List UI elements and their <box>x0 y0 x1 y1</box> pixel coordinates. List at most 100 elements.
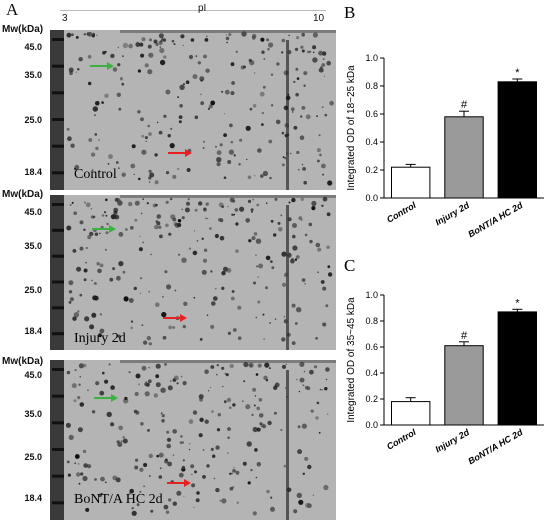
protein-spot <box>104 248 107 251</box>
protein-spot <box>265 255 271 261</box>
protein-spot <box>131 144 136 149</box>
marker-band <box>52 368 64 371</box>
protein-spot <box>204 38 209 42</box>
protein-spot <box>257 363 262 368</box>
protein-spot <box>98 493 102 498</box>
protein-spot <box>193 506 195 508</box>
gel-injury-spots <box>50 195 336 350</box>
y-tick-label: 1.0 <box>365 290 378 300</box>
protein-spot <box>274 197 278 201</box>
protein-spot <box>252 511 257 516</box>
category-label: Injury 2d <box>434 427 472 455</box>
y-axis-label: Integrated OD of 18~25 kDa <box>346 65 357 191</box>
protein-spot <box>178 472 184 478</box>
protein-spot <box>312 51 315 54</box>
protein-spot <box>206 464 210 468</box>
protein-spot <box>107 163 110 165</box>
protein-spot <box>178 120 182 124</box>
protein-spot <box>262 85 266 89</box>
protein-spot <box>168 498 172 502</box>
gel-streak <box>286 40 289 190</box>
protein-spot <box>142 198 145 200</box>
gel-injury-image <box>50 195 336 350</box>
protein-spot <box>192 410 198 415</box>
protein-spot <box>300 197 304 201</box>
protein-spot <box>183 301 188 306</box>
protein-spot <box>301 32 305 37</box>
protein-spot <box>221 271 226 276</box>
protein-spot <box>203 248 208 252</box>
protein-spot <box>204 419 209 424</box>
protein-spot <box>247 175 252 180</box>
protein-spot <box>128 298 134 303</box>
protein-spot <box>254 395 257 397</box>
protein-spot <box>159 234 163 239</box>
protein-spot <box>242 461 247 466</box>
protein-spot <box>298 216 303 220</box>
protein-spot <box>186 168 191 172</box>
protein-spot <box>197 61 201 65</box>
gel-top-streak <box>120 30 336 33</box>
protein-spot <box>122 42 129 49</box>
protein-spot <box>165 171 170 175</box>
protein-spot <box>90 208 93 210</box>
protein-spot <box>83 278 87 282</box>
protein-spot <box>257 148 262 153</box>
protein-spot <box>73 312 80 318</box>
protein-spot <box>226 268 232 273</box>
protein-spot <box>238 163 241 166</box>
protein-spot <box>282 364 286 369</box>
protein-spot <box>247 481 251 485</box>
protein-spot <box>304 233 308 237</box>
protein-spot <box>94 232 99 236</box>
protein-spot <box>274 384 277 386</box>
category-label: Control <box>385 200 418 225</box>
protein-spot <box>163 504 169 510</box>
protein-spot <box>108 363 111 366</box>
protein-spot <box>177 96 179 98</box>
protein-spot <box>316 401 320 405</box>
protein-spot <box>259 91 265 97</box>
protein-spot <box>193 230 196 232</box>
protein-spot <box>174 289 177 292</box>
protein-spot <box>313 365 318 369</box>
protein-spot <box>145 140 147 142</box>
protein-spot <box>125 228 128 231</box>
protein-spot <box>83 33 86 36</box>
protein-spot <box>190 464 195 469</box>
protein-spot <box>130 320 134 323</box>
protein-spot <box>223 400 227 404</box>
protein-spot <box>235 50 238 53</box>
marker-lane <box>50 360 64 520</box>
protein-spot <box>176 490 182 496</box>
marker-band <box>52 91 64 95</box>
protein-spot <box>253 232 258 236</box>
protein-spot <box>270 506 275 512</box>
protein-spot <box>270 219 274 223</box>
protein-spot <box>241 31 247 37</box>
protein-spot <box>236 501 239 504</box>
protein-spot <box>165 510 170 514</box>
protein-spot <box>116 92 122 97</box>
protein-spot <box>283 275 286 277</box>
y-tick-label: 0.2 <box>365 165 378 175</box>
significance-marker: * <box>515 67 520 79</box>
gel2-tick-184: 18.4 <box>24 326 42 336</box>
protein-spot <box>253 72 256 74</box>
protein-spot <box>96 262 100 266</box>
protein-spot <box>188 247 191 250</box>
protein-spot <box>69 297 74 302</box>
protein-spot <box>227 206 229 208</box>
bar <box>444 116 484 199</box>
protein-spot <box>245 125 251 131</box>
protein-spot <box>317 159 320 163</box>
protein-spot <box>265 202 268 204</box>
protein-spot <box>122 436 125 439</box>
protein-spot <box>178 253 181 256</box>
protein-spot <box>88 81 92 86</box>
protein-spot <box>273 385 278 390</box>
protein-spot <box>198 394 204 400</box>
protein-spot <box>291 303 296 308</box>
protein-spot <box>108 154 113 159</box>
protein-spot <box>134 218 138 222</box>
